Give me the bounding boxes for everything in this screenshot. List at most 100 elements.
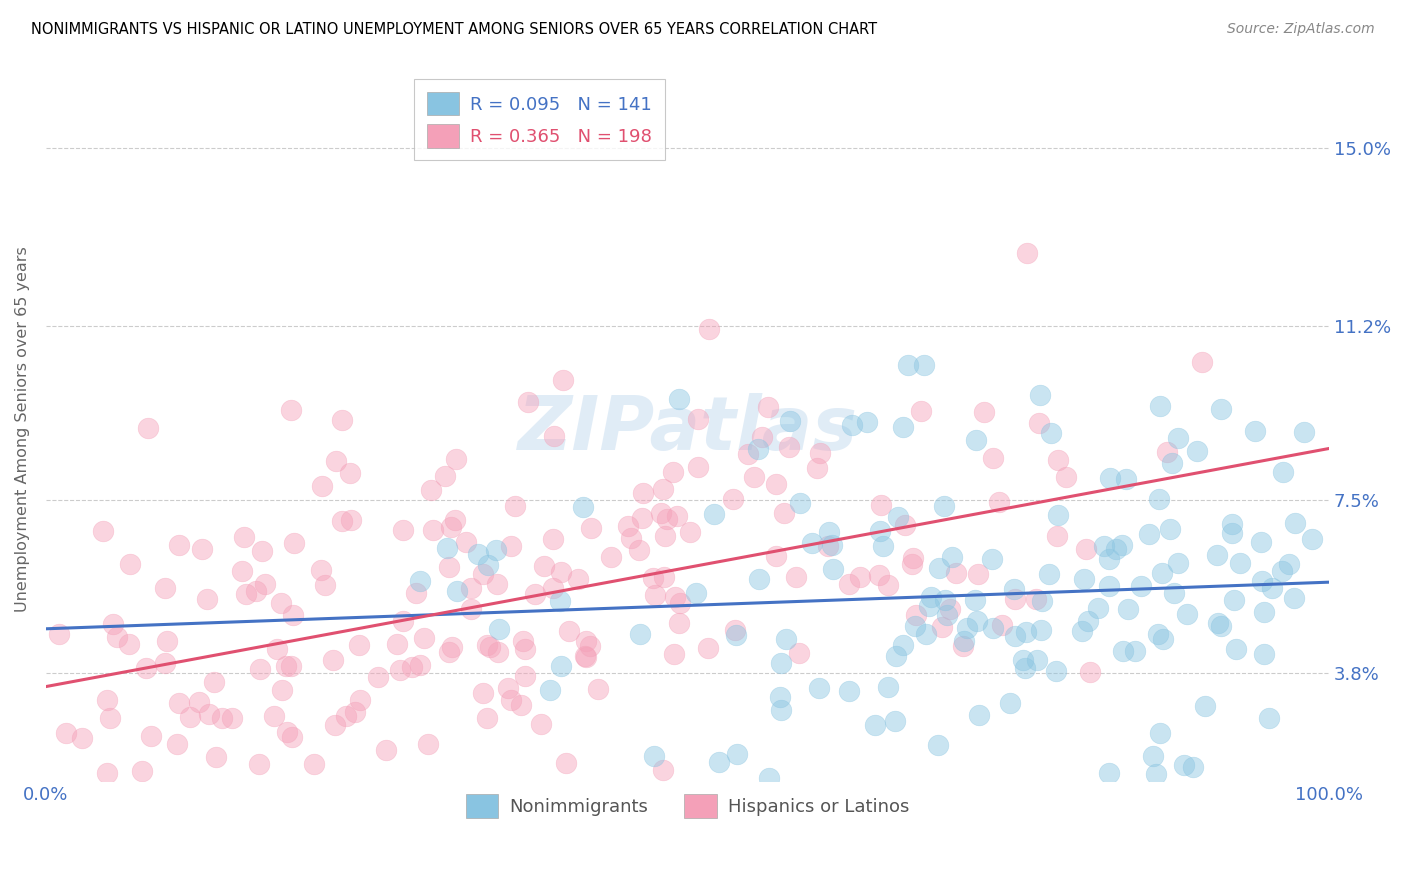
Point bbox=[153, 656, 176, 670]
Point bbox=[1098, 766, 1121, 780]
Point bbox=[779, 414, 801, 428]
Point bbox=[388, 788, 411, 802]
Point bbox=[770, 703, 793, 717]
Point bbox=[304, 756, 326, 771]
Point bbox=[865, 718, 887, 732]
Point bbox=[1222, 525, 1244, 540]
Point bbox=[980, 552, 1002, 566]
Point bbox=[966, 614, 988, 628]
Point bbox=[409, 658, 432, 673]
Point bbox=[540, 683, 562, 698]
Point bbox=[931, 620, 953, 634]
Point bbox=[1078, 665, 1101, 680]
Point bbox=[721, 491, 744, 506]
Point bbox=[135, 661, 157, 675]
Point bbox=[1074, 541, 1097, 556]
Point bbox=[1092, 539, 1115, 553]
Point bbox=[446, 583, 468, 598]
Point bbox=[856, 415, 879, 429]
Point bbox=[1243, 425, 1265, 439]
Point bbox=[477, 558, 499, 573]
Point bbox=[280, 402, 302, 417]
Point bbox=[1209, 402, 1232, 417]
Point bbox=[375, 743, 398, 757]
Point bbox=[478, 640, 501, 654]
Point bbox=[1149, 726, 1171, 740]
Point bbox=[967, 707, 990, 722]
Point bbox=[747, 442, 769, 456]
Point bbox=[48, 627, 70, 641]
Point bbox=[785, 570, 807, 584]
Point bbox=[533, 559, 555, 574]
Point bbox=[1099, 471, 1122, 485]
Point bbox=[1301, 532, 1323, 546]
Point bbox=[434, 468, 457, 483]
Point bbox=[801, 535, 824, 549]
Point bbox=[965, 433, 987, 447]
Point bbox=[574, 648, 596, 663]
Point bbox=[197, 706, 219, 721]
Point bbox=[808, 445, 831, 459]
Point bbox=[696, 641, 718, 656]
Point bbox=[928, 561, 950, 575]
Point bbox=[1073, 572, 1095, 586]
Point bbox=[1087, 601, 1109, 615]
Point bbox=[249, 662, 271, 676]
Point bbox=[818, 524, 841, 539]
Point bbox=[1292, 425, 1315, 439]
Point bbox=[1144, 767, 1167, 781]
Point bbox=[1253, 605, 1275, 619]
Point bbox=[252, 544, 274, 558]
Point bbox=[96, 693, 118, 707]
Point bbox=[884, 648, 907, 663]
Point bbox=[661, 466, 683, 480]
Point bbox=[934, 593, 956, 607]
Point bbox=[409, 574, 432, 589]
Point bbox=[472, 821, 495, 835]
Point bbox=[543, 428, 565, 442]
Point bbox=[901, 551, 924, 566]
Point bbox=[436, 541, 458, 555]
Point bbox=[195, 592, 218, 607]
Point bbox=[868, 568, 890, 582]
Point bbox=[703, 507, 725, 521]
Point bbox=[664, 590, 686, 604]
Point bbox=[263, 709, 285, 723]
Point bbox=[103, 616, 125, 631]
Point bbox=[516, 394, 538, 409]
Point bbox=[170, 821, 193, 835]
Point bbox=[662, 647, 685, 661]
Point bbox=[821, 562, 844, 576]
Point bbox=[1045, 665, 1067, 679]
Point bbox=[628, 543, 651, 558]
Point bbox=[513, 796, 536, 810]
Point bbox=[773, 506, 796, 520]
Point bbox=[998, 696, 1021, 710]
Point bbox=[485, 542, 508, 557]
Point bbox=[724, 623, 747, 637]
Point bbox=[1105, 542, 1128, 557]
Point bbox=[789, 495, 811, 509]
Point bbox=[697, 322, 720, 336]
Point bbox=[769, 690, 792, 705]
Point bbox=[910, 404, 932, 418]
Point bbox=[920, 590, 942, 604]
Point bbox=[1258, 711, 1281, 725]
Point bbox=[1185, 443, 1208, 458]
Point bbox=[231, 564, 253, 578]
Point bbox=[891, 638, 914, 652]
Point bbox=[498, 681, 520, 695]
Point bbox=[655, 512, 678, 526]
Point bbox=[1047, 508, 1070, 522]
Point bbox=[1147, 627, 1170, 641]
Point bbox=[1038, 567, 1060, 582]
Point bbox=[1077, 614, 1099, 628]
Point bbox=[1163, 586, 1185, 600]
Point bbox=[188, 695, 211, 709]
Point bbox=[641, 571, 664, 585]
Point bbox=[650, 507, 672, 521]
Point bbox=[886, 510, 908, 524]
Point bbox=[869, 524, 891, 538]
Point bbox=[765, 476, 787, 491]
Point bbox=[644, 588, 666, 602]
